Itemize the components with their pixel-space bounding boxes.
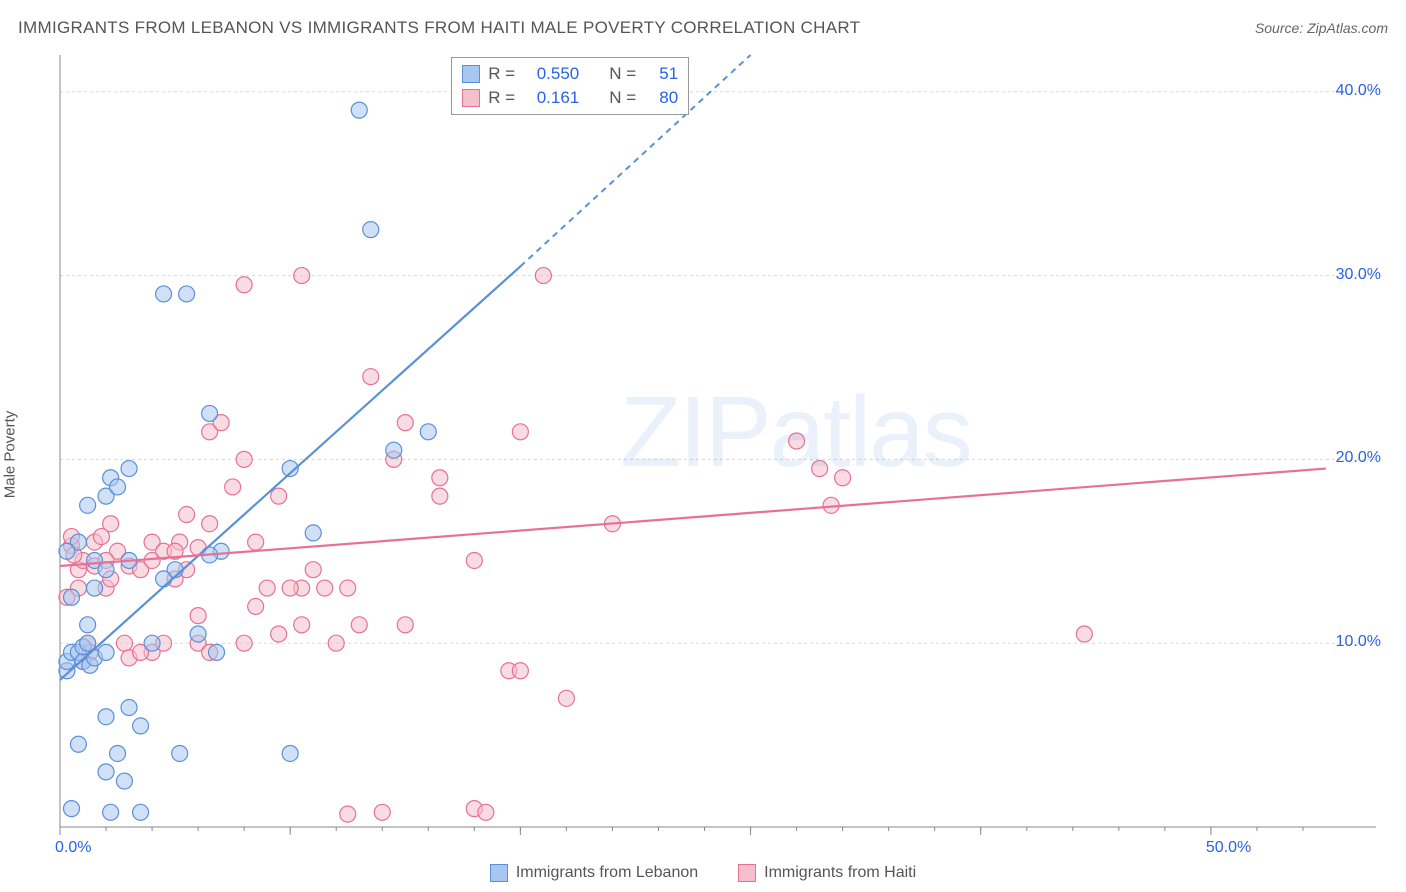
legend-item-haiti: Immigrants from Haiti [738, 864, 916, 882]
source-text: Source: ZipAtlas.com [1255, 20, 1388, 36]
y-tick-label: 20.0% [1336, 449, 1381, 467]
y-tick-label: 40.0% [1336, 82, 1381, 100]
r-value: 0.161 [523, 88, 579, 108]
n-value: 80 [644, 88, 678, 108]
y-tick-label: 30.0% [1336, 266, 1381, 284]
r-label: R = [488, 64, 515, 84]
legend-label: Immigrants from Haiti [764, 864, 916, 882]
swatch-icon [738, 864, 756, 882]
y-tick-label: 10.0% [1336, 633, 1381, 651]
r-value: 0.550 [523, 64, 579, 84]
chart-area: ZIPatlas R =0.550N =51R =0.161N =80 10.0… [50, 45, 1386, 847]
stats-legend: R = 0.550 N = 51 R = 0.161 N = 80 [451, 57, 689, 115]
stats-legend-row: R = 0.161 N = 80 [462, 86, 678, 110]
n-label: N = [609, 88, 636, 108]
r-label: R = [488, 88, 515, 108]
swatch-icon [490, 864, 508, 882]
bottom-legend: Immigrants from Lebanon Immigrants from … [0, 864, 1406, 882]
scatter-chart [50, 45, 1386, 847]
x-tick-label: 50.0% [1206, 839, 1251, 857]
swatch-icon [462, 65, 480, 83]
n-label: N = [609, 64, 636, 84]
legend-item-lebanon: Immigrants from Lebanon [490, 864, 698, 882]
chart-title: IMMIGRANTS FROM LEBANON VS IMMIGRANTS FR… [18, 18, 860, 38]
y-axis-label: Male Poverty [2, 411, 19, 499]
x-tick-label: 0.0% [55, 839, 91, 857]
n-value: 51 [644, 64, 678, 84]
legend-label: Immigrants from Lebanon [516, 864, 698, 882]
swatch-icon [462, 89, 480, 107]
stats-legend-row: R = 0.550 N = 51 [462, 62, 678, 86]
